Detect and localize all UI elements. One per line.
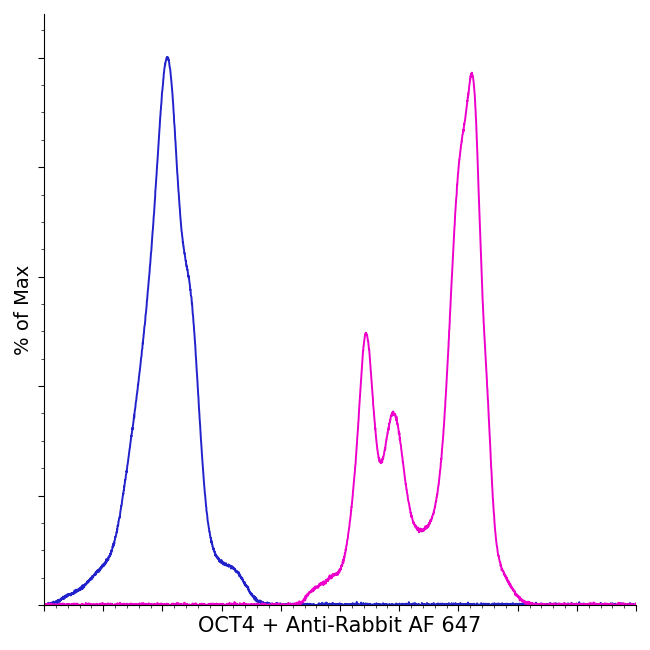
X-axis label: OCT4 + Anti-Rabbit AF 647: OCT4 + Anti-Rabbit AF 647	[198, 616, 482, 636]
Y-axis label: % of Max: % of Max	[14, 265, 33, 354]
